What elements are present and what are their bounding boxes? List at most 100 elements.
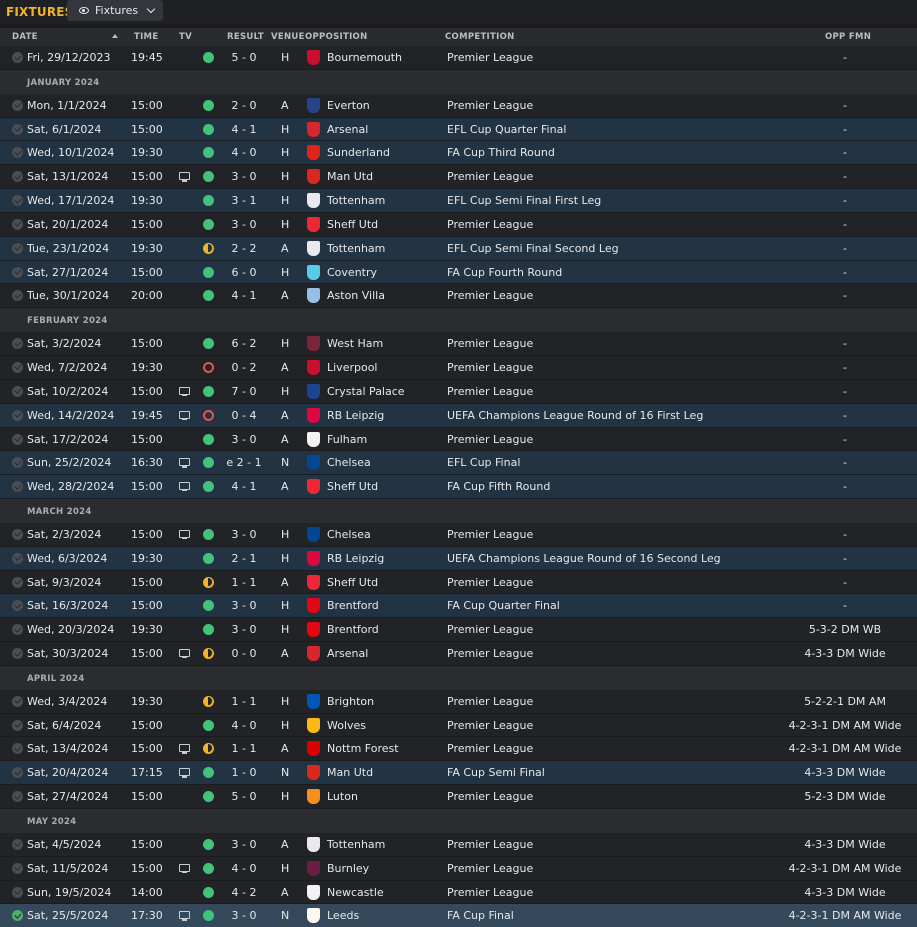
fixture-competition[interactable]: Premier League <box>447 384 534 398</box>
fixture-row[interactable]: Sat, 6/1/2024 15:00 4 - 1 H Arsenal EFL Cup Q… <box>0 117 917 142</box>
fixture-row[interactable]: Sat, 4/5/2024 15:00 3 - 0 A Tottenham Premier… <box>0 832 917 857</box>
fixture-competition[interactable]: UEFA Champions League Round of 16 Second… <box>447 551 721 565</box>
fixture-competition[interactable]: UEFA Champions League Round of 16 First … <box>447 408 704 422</box>
fixture-score[interactable]: 0 - 2 <box>231 360 257 374</box>
fixture-score[interactable]: 3 - 0 <box>231 217 257 231</box>
fixture-opposition[interactable]: Man Utd <box>327 766 374 780</box>
fixture-score[interactable]: 0 - 0 <box>231 647 257 661</box>
fixture-row[interactable]: Sat, 17/2/2024 15:00 3 - 0 A Fulham Premier L… <box>0 427 917 452</box>
fixture-opposition[interactable]: Arsenal <box>327 122 369 136</box>
fixture-competition[interactable]: FA Cup Final <box>447 909 514 923</box>
fixture-score[interactable]: 3 - 0 <box>231 909 257 923</box>
fixture-opposition[interactable]: Brentford <box>327 599 379 613</box>
fixture-score[interactable]: 4 - 0 <box>231 718 257 732</box>
fixture-row[interactable]: Mon, 1/1/2024 15:00 2 - 0 A Everton Premier L… <box>0 93 917 118</box>
fixture-score[interactable]: 3 - 0 <box>231 527 257 541</box>
fixture-row[interactable]: Sat, 20/4/2024 17:15 1 - 0 N Man Utd FA Cup S… <box>0 761 917 786</box>
fixture-row[interactable]: Wed, 28/2/2024 15:00 4 - 1 A Sheff Utd FA Cup… <box>0 475 917 500</box>
view-dropdown[interactable]: Fixtures <box>67 0 163 21</box>
fixture-row[interactable]: Sat, 13/1/2024 15:00 3 - 0 H Man Utd Premier … <box>0 165 917 190</box>
fixture-row[interactable]: Wed, 10/1/2024 19:30 4 - 0 H Sunderland FA Cu… <box>0 141 917 166</box>
fixture-opposition[interactable]: Fulham <box>327 432 368 446</box>
fixture-opposition[interactable]: Crystal Palace <box>327 384 405 398</box>
fixture-row[interactable]: Wed, 14/2/2024 19:45 0 - 4 A RB Leipzig UEFA … <box>0 403 917 428</box>
fixture-competition[interactable]: Premier League <box>447 337 534 351</box>
fixture-competition[interactable]: Premier League <box>447 98 534 112</box>
fixture-competition[interactable]: Premier League <box>447 527 534 541</box>
fixture-opposition[interactable]: Man Utd <box>327 170 374 184</box>
fixture-score[interactable]: 2 - 2 <box>231 241 257 255</box>
fixture-opposition[interactable]: Brighton <box>327 694 375 708</box>
fixture-competition[interactable]: FA Cup Fourth Round <box>447 265 563 279</box>
fixture-opposition[interactable]: RB Leipzig <box>327 408 385 422</box>
fixture-score[interactable]: 5 - 0 <box>231 51 257 64</box>
fixture-competition[interactable]: Premier League <box>447 51 534 64</box>
fixture-row[interactable]: Sun, 25/2/2024 16:30 e 2 - 1 N Chelsea EFL Cu… <box>0 451 917 476</box>
fixture-competition[interactable]: Premier League <box>447 360 534 374</box>
fixture-competition[interactable]: Premier League <box>447 742 534 756</box>
fixture-score[interactable]: 1 - 1 <box>231 742 257 756</box>
fixture-competition[interactable]: FA Cup Third Round <box>447 146 555 160</box>
fixture-row[interactable]: Tue, 30/1/2024 20:00 4 - 1 A Aston Villa Prem… <box>0 284 917 309</box>
fixture-row[interactable]: Sat, 6/4/2024 15:00 4 - 0 H Wolves Premier Le… <box>0 713 917 738</box>
fixture-row[interactable]: Tue, 23/1/2024 19:30 2 - 2 A Tottenham EFL Cu… <box>0 236 917 261</box>
fixture-competition[interactable]: Premier League <box>447 432 534 446</box>
fixture-opposition[interactable]: RB Leipzig <box>327 551 385 565</box>
fixture-opposition[interactable]: Aston Villa <box>327 289 385 303</box>
fixture-row[interactable]: Sat, 16/3/2024 15:00 3 - 0 H Brentford FA Cup… <box>0 594 917 619</box>
fixture-competition[interactable]: Premier League <box>447 718 534 732</box>
fixture-score[interactable]: 4 - 1 <box>231 480 257 494</box>
fixture-competition[interactable]: FA Cup Quarter Final <box>447 599 560 613</box>
fixture-competition[interactable]: EFL Cup Semi Final First Leg <box>447 194 602 208</box>
fixture-competition[interactable]: Premier League <box>447 694 534 708</box>
fixture-score[interactable]: 1 - 1 <box>231 575 257 589</box>
fixture-competition[interactable]: Premier League <box>447 575 534 589</box>
fixture-competition[interactable]: FA Cup Fifth Round <box>447 480 551 494</box>
fixture-score[interactable]: 3 - 0 <box>231 623 257 637</box>
fixture-competition[interactable]: Premier League <box>447 885 534 899</box>
fixture-row[interactable]: Sat, 11/5/2024 15:00 4 - 0 H Burnley Premier … <box>0 856 917 881</box>
fixture-competition[interactable]: EFL Cup Final <box>447 456 521 470</box>
fixture-row[interactable]: Wed, 20/3/2024 19:30 3 - 0 H Brentford Premie… <box>0 618 917 643</box>
fixture-opposition[interactable]: Chelsea <box>327 456 371 470</box>
fixture-row[interactable]: Fri, 29/12/2023 19:45 5 - 0 H Bournemouth Pre… <box>0 46 917 70</box>
fixture-opposition[interactable]: Tottenham <box>327 194 386 208</box>
fixture-score[interactable]: 2 - 1 <box>231 551 257 565</box>
fixture-opposition[interactable]: West Ham <box>327 337 384 351</box>
fixture-opposition[interactable]: Arsenal <box>327 647 369 661</box>
fixture-opposition[interactable]: Leeds <box>327 909 360 923</box>
fixture-score[interactable]: e 2 - 1 <box>226 456 262 470</box>
fixture-competition[interactable]: Premier League <box>447 217 534 231</box>
fixture-score[interactable]: 2 - 0 <box>231 98 257 112</box>
fixture-score[interactable]: 4 - 1 <box>231 122 257 136</box>
fixture-opposition[interactable]: Tottenham <box>327 241 386 255</box>
column-opposition[interactable]: OPPOSITION <box>305 32 368 42</box>
fixture-competition[interactable]: FA Cup Semi Final <box>447 766 545 780</box>
fixture-score[interactable]: 6 - 0 <box>231 265 257 279</box>
fixture-score[interactable]: 4 - 2 <box>231 885 257 899</box>
fixture-opposition[interactable]: Bournemouth <box>327 51 403 64</box>
fixture-competition[interactable]: EFL Cup Quarter Final <box>447 122 567 136</box>
fixture-row[interactable]: Wed, 6/3/2024 19:30 2 - 1 H RB Leipzig UEFA C… <box>0 546 917 571</box>
fixture-opposition[interactable]: Liverpool <box>327 360 378 374</box>
fixture-opposition[interactable]: Everton <box>327 98 370 112</box>
fixture-score[interactable]: 3 - 0 <box>231 170 257 184</box>
fixture-score[interactable]: 4 - 1 <box>231 289 257 303</box>
fixture-score[interactable]: 6 - 2 <box>231 337 257 351</box>
fixture-opposition[interactable]: Coventry <box>327 265 378 279</box>
fixture-opposition[interactable]: Sheff Utd <box>327 480 379 494</box>
fixture-competition[interactable]: Premier League <box>447 170 534 184</box>
fixture-score[interactable]: 3 - 1 <box>231 194 257 208</box>
fixture-row[interactable]: Sat, 2/3/2024 15:00 3 - 0 H Chelsea Premier L… <box>0 522 917 547</box>
fixture-row[interactable]: Sat, 27/1/2024 15:00 6 - 0 H Coventry FA Cup … <box>0 260 917 285</box>
fixture-row[interactable]: Sat, 30/3/2024 15:00 0 - 0 A Arsenal Premier … <box>0 642 917 666</box>
fixture-row[interactable]: Sat, 10/2/2024 15:00 7 - 0 H Crystal Palace P… <box>0 379 917 404</box>
column-opp-fmn[interactable]: OPP FMN <box>825 32 872 42</box>
fixture-opposition[interactable]: Nottm Forest <box>327 742 399 756</box>
fixture-score[interactable]: 1 - 1 <box>231 694 257 708</box>
fixture-opposition[interactable]: Brentford <box>327 623 379 637</box>
fixture-opposition[interactable]: Newcastle <box>327 885 384 899</box>
fixture-row[interactable]: Wed, 3/4/2024 19:30 1 - 1 H Brighton Premier … <box>0 689 917 714</box>
fixture-score[interactable]: 4 - 0 <box>231 146 257 160</box>
fixture-opposition[interactable]: Sheff Utd <box>327 575 379 589</box>
